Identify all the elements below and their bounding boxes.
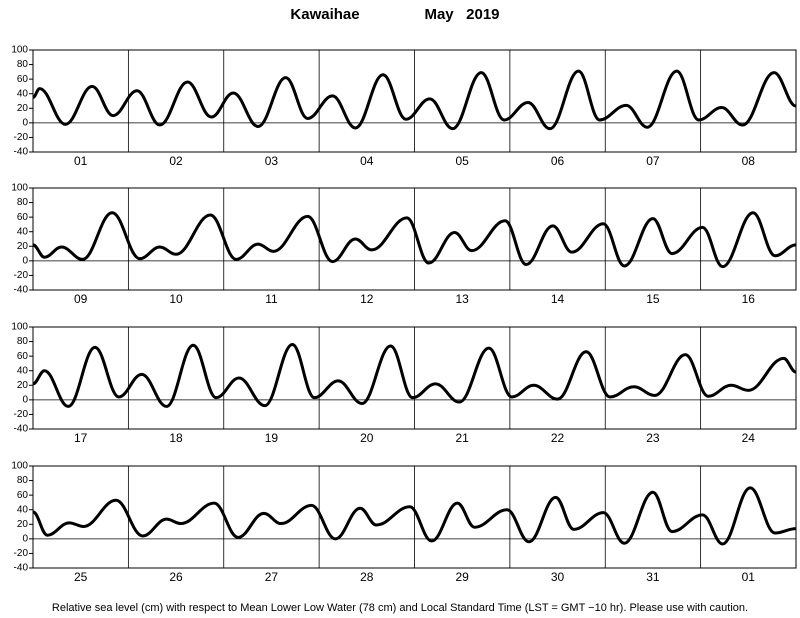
y-tick-label: 40 (17, 88, 29, 99)
y-tick-label: 100 (11, 45, 28, 56)
day-label: 02 (169, 154, 183, 168)
y-tick-label: 20 (17, 103, 29, 114)
day-label: 23 (646, 431, 660, 445)
day-label: 01 (742, 570, 756, 584)
y-tick-label: 60 (17, 212, 29, 223)
y-tick-label: 0 (22, 533, 28, 544)
day-label: 22 (551, 431, 565, 445)
station-title: Kawaihae (290, 6, 359, 23)
y-tick-label: 80 (17, 59, 29, 70)
y-tick-label: -40 (14, 563, 29, 574)
y-tick-label: 20 (17, 519, 29, 530)
day-label: 27 (265, 570, 279, 584)
day-label: 31 (646, 570, 660, 584)
y-tick-label: 80 (17, 197, 29, 208)
y-tick-label: 20 (17, 380, 29, 391)
day-label: 20 (360, 431, 374, 445)
day-label: 12 (360, 292, 374, 306)
day-label: 03 (265, 154, 279, 168)
y-tick-label: -20 (14, 270, 29, 281)
day-label: 11 (265, 292, 278, 306)
y-tick-label: -40 (14, 285, 29, 296)
tide-curve (32, 69, 797, 131)
y-tick-label: 60 (17, 351, 29, 362)
day-label: 04 (360, 154, 374, 168)
footnote: Relative sea level (cm) with respect to … (52, 602, 748, 614)
y-tick-label: -20 (14, 132, 29, 143)
day-label: 30 (551, 570, 565, 584)
day-label: 07 (646, 154, 660, 168)
day-label: 18 (169, 431, 183, 445)
y-tick-label: -40 (14, 147, 29, 158)
y-tick-label: 80 (17, 336, 29, 347)
tide-curve (32, 486, 797, 546)
day-label: 21 (456, 431, 470, 445)
y-tick-label: 0 (22, 255, 28, 266)
y-tick-label: 100 (11, 183, 28, 194)
y-tick-label: 80 (17, 475, 29, 486)
y-tick-label: -40 (14, 424, 29, 435)
day-label: 01 (74, 154, 88, 168)
day-label: 29 (456, 570, 470, 584)
day-label: 06 (551, 154, 565, 168)
y-tick-label: 60 (17, 74, 29, 85)
day-label: 28 (360, 570, 374, 584)
y-tick-label: 100 (11, 461, 28, 472)
y-tick-label: 20 (17, 241, 29, 252)
day-label: 15 (646, 292, 660, 306)
day-label: 17 (74, 431, 88, 445)
y-tick-label: 40 (17, 504, 29, 515)
day-label: 05 (456, 154, 470, 168)
day-label: 13 (456, 292, 470, 306)
day-label: 09 (74, 292, 88, 306)
y-tick-label: 0 (22, 117, 28, 128)
y-tick-label: -20 (14, 409, 29, 420)
y-tick-label: 100 (11, 322, 28, 333)
day-label: 19 (265, 431, 279, 445)
y-tick-label: 40 (17, 226, 29, 237)
day-label: 10 (169, 292, 183, 306)
day-label: 14 (551, 292, 565, 306)
day-label: 16 (742, 292, 756, 306)
day-label: 08 (742, 154, 756, 168)
y-tick-label: 40 (17, 365, 29, 376)
day-label: 25 (74, 570, 88, 584)
tide-curve (32, 211, 797, 269)
tide-curve (32, 342, 797, 408)
date-title: May 2019 (424, 6, 499, 23)
y-tick-label: 0 (22, 394, 28, 405)
day-label: 26 (169, 570, 183, 584)
y-tick-label: 60 (17, 490, 29, 501)
y-tick-label: -20 (14, 548, 29, 559)
day-label: 24 (742, 431, 756, 445)
